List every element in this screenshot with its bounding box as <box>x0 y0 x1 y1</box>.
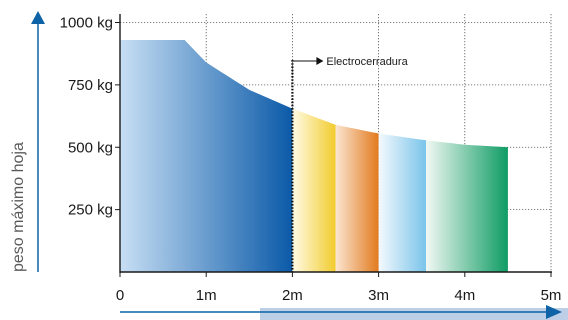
y-tick-label: 1000 kg <box>60 15 113 32</box>
x-tick-label: 4m <box>454 287 475 304</box>
axes <box>115 14 552 277</box>
x-axis-band <box>260 308 568 320</box>
y-tick-label: 500 kg <box>68 139 113 156</box>
area-segment-4 <box>378 133 427 272</box>
x-tick-label: 2m <box>282 287 303 304</box>
y-axis-arrow-head <box>31 11 45 24</box>
y-tick-labels: 250 kg 500 kg 750 kg 1000 kg <box>60 15 113 219</box>
area-segment-3 <box>335 124 379 272</box>
x-tick-label: 1m <box>196 287 217 304</box>
x-axis-arrow-head <box>546 305 562 319</box>
x-tick-labels: 0 1m 2m 3m 4m 5m <box>116 287 562 304</box>
annotation-label: Electrocerradura <box>326 56 408 68</box>
y-tick-label: 750 kg <box>68 77 113 94</box>
area-segment-1 <box>120 39 293 272</box>
annotation: Electrocerradura <box>291 56 409 272</box>
y-axis-label: peso máximo hoja <box>10 142 27 272</box>
x-tick-label: 5m <box>541 287 562 304</box>
area-segment-5 <box>426 140 508 272</box>
area-segment-2 <box>292 108 336 272</box>
y-tick-label: 250 kg <box>68 202 113 219</box>
area-segments <box>120 39 508 272</box>
x-tick-label: 3m <box>368 287 389 304</box>
annotation-arrow-head <box>316 57 324 65</box>
x-tick-label: 0 <box>116 287 124 304</box>
